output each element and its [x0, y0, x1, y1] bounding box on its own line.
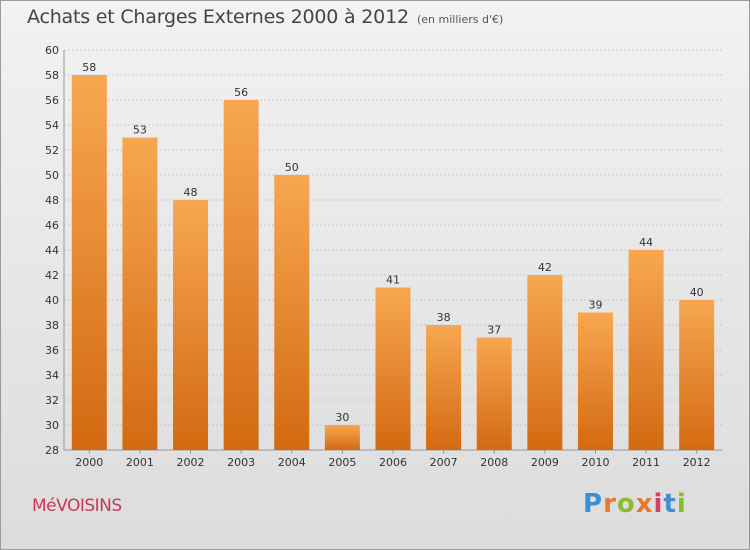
- bar: [527, 275, 563, 450]
- y-tick-label: 28: [45, 444, 59, 457]
- x-tick-label: 2011: [632, 456, 660, 469]
- y-tick-label: 34: [45, 369, 59, 382]
- logo-letter: P: [583, 489, 604, 519]
- y-tick-label: 54: [45, 119, 59, 132]
- y-tick-label: 36: [45, 344, 59, 357]
- data-label: 50: [285, 161, 299, 174]
- data-label: 40: [690, 286, 704, 299]
- x-tick-label: 2003: [227, 456, 255, 469]
- bar: [274, 175, 310, 450]
- y-tick-label: 56: [45, 94, 59, 107]
- data-label: 42: [538, 261, 552, 274]
- data-label: 58: [82, 61, 96, 74]
- bar: [577, 312, 613, 450]
- bar: [375, 287, 411, 450]
- bar: [679, 300, 715, 450]
- x-tick-label: 2001: [126, 456, 154, 469]
- bar: [223, 100, 259, 450]
- bars: [71, 75, 715, 450]
- x-tick-label: 2004: [278, 456, 306, 469]
- data-label: 44: [639, 236, 653, 249]
- y-tick-label: 32: [45, 394, 59, 407]
- axes: 28 30 32 34 36 38 40 42 44 46 48 50 52 54 56 58 60 2000 20…: [45, 44, 722, 469]
- town-name: MéVOISINS: [32, 496, 122, 516]
- bar: [476, 337, 512, 450]
- bar: [426, 325, 462, 450]
- data-label: 39: [588, 299, 602, 312]
- data-label: 38: [437, 311, 451, 324]
- data-label: 37: [487, 324, 501, 337]
- data-label: 56: [234, 86, 248, 99]
- data-label: 48: [184, 186, 198, 199]
- data-label: 41: [386, 274, 400, 287]
- logo-letter: t: [663, 489, 677, 519]
- y-tick-label: 48: [45, 194, 59, 207]
- data-label: 53: [133, 124, 147, 137]
- y-tick-label: 50: [45, 169, 59, 182]
- x-tick-label: 2009: [531, 456, 559, 469]
- logo-letter: o: [616, 489, 636, 519]
- data-labels: 58 53 48 56 50 30 41 38 37 42 39 44 40: [82, 61, 703, 424]
- x-tick-label: 2012: [683, 456, 711, 469]
- y-tick-label: 40: [45, 294, 59, 307]
- x-tick-label: 2000: [75, 456, 103, 469]
- y-tick-label: 30: [45, 419, 59, 432]
- bar: [628, 250, 664, 450]
- bar: [173, 200, 209, 450]
- y-tick-label: 60: [45, 44, 59, 57]
- proxiti-logo[interactable]: Proxiti: [583, 489, 687, 519]
- bar: [324, 425, 360, 450]
- x-tick-label: 2005: [328, 456, 356, 469]
- chart-subtitle: (en milliers d'€): [417, 13, 504, 26]
- y-tick-label: 38: [45, 319, 59, 332]
- logo-letter: i: [676, 489, 687, 519]
- y-tick-label: 58: [45, 69, 59, 82]
- logo-letter: i: [653, 489, 664, 519]
- logo-letter: r: [603, 489, 617, 519]
- x-tick-label: 2008: [480, 456, 508, 469]
- bar: [122, 137, 158, 450]
- logo-letter: x: [635, 489, 654, 519]
- x-tick-label: 2007: [430, 456, 458, 469]
- chart-title: Achats et Charges Externes 2000 à 2012: [27, 6, 409, 28]
- x-tick-label: 2006: [379, 456, 407, 469]
- bar: [71, 75, 107, 450]
- y-tick-label: 52: [45, 144, 59, 157]
- y-tick-label: 44: [45, 244, 59, 257]
- data-label: 30: [335, 411, 349, 424]
- x-tick-label: 2002: [177, 456, 205, 469]
- x-tick-label: 2010: [581, 456, 609, 469]
- y-tick-label: 42: [45, 269, 59, 282]
- y-tick-label: 46: [45, 219, 59, 232]
